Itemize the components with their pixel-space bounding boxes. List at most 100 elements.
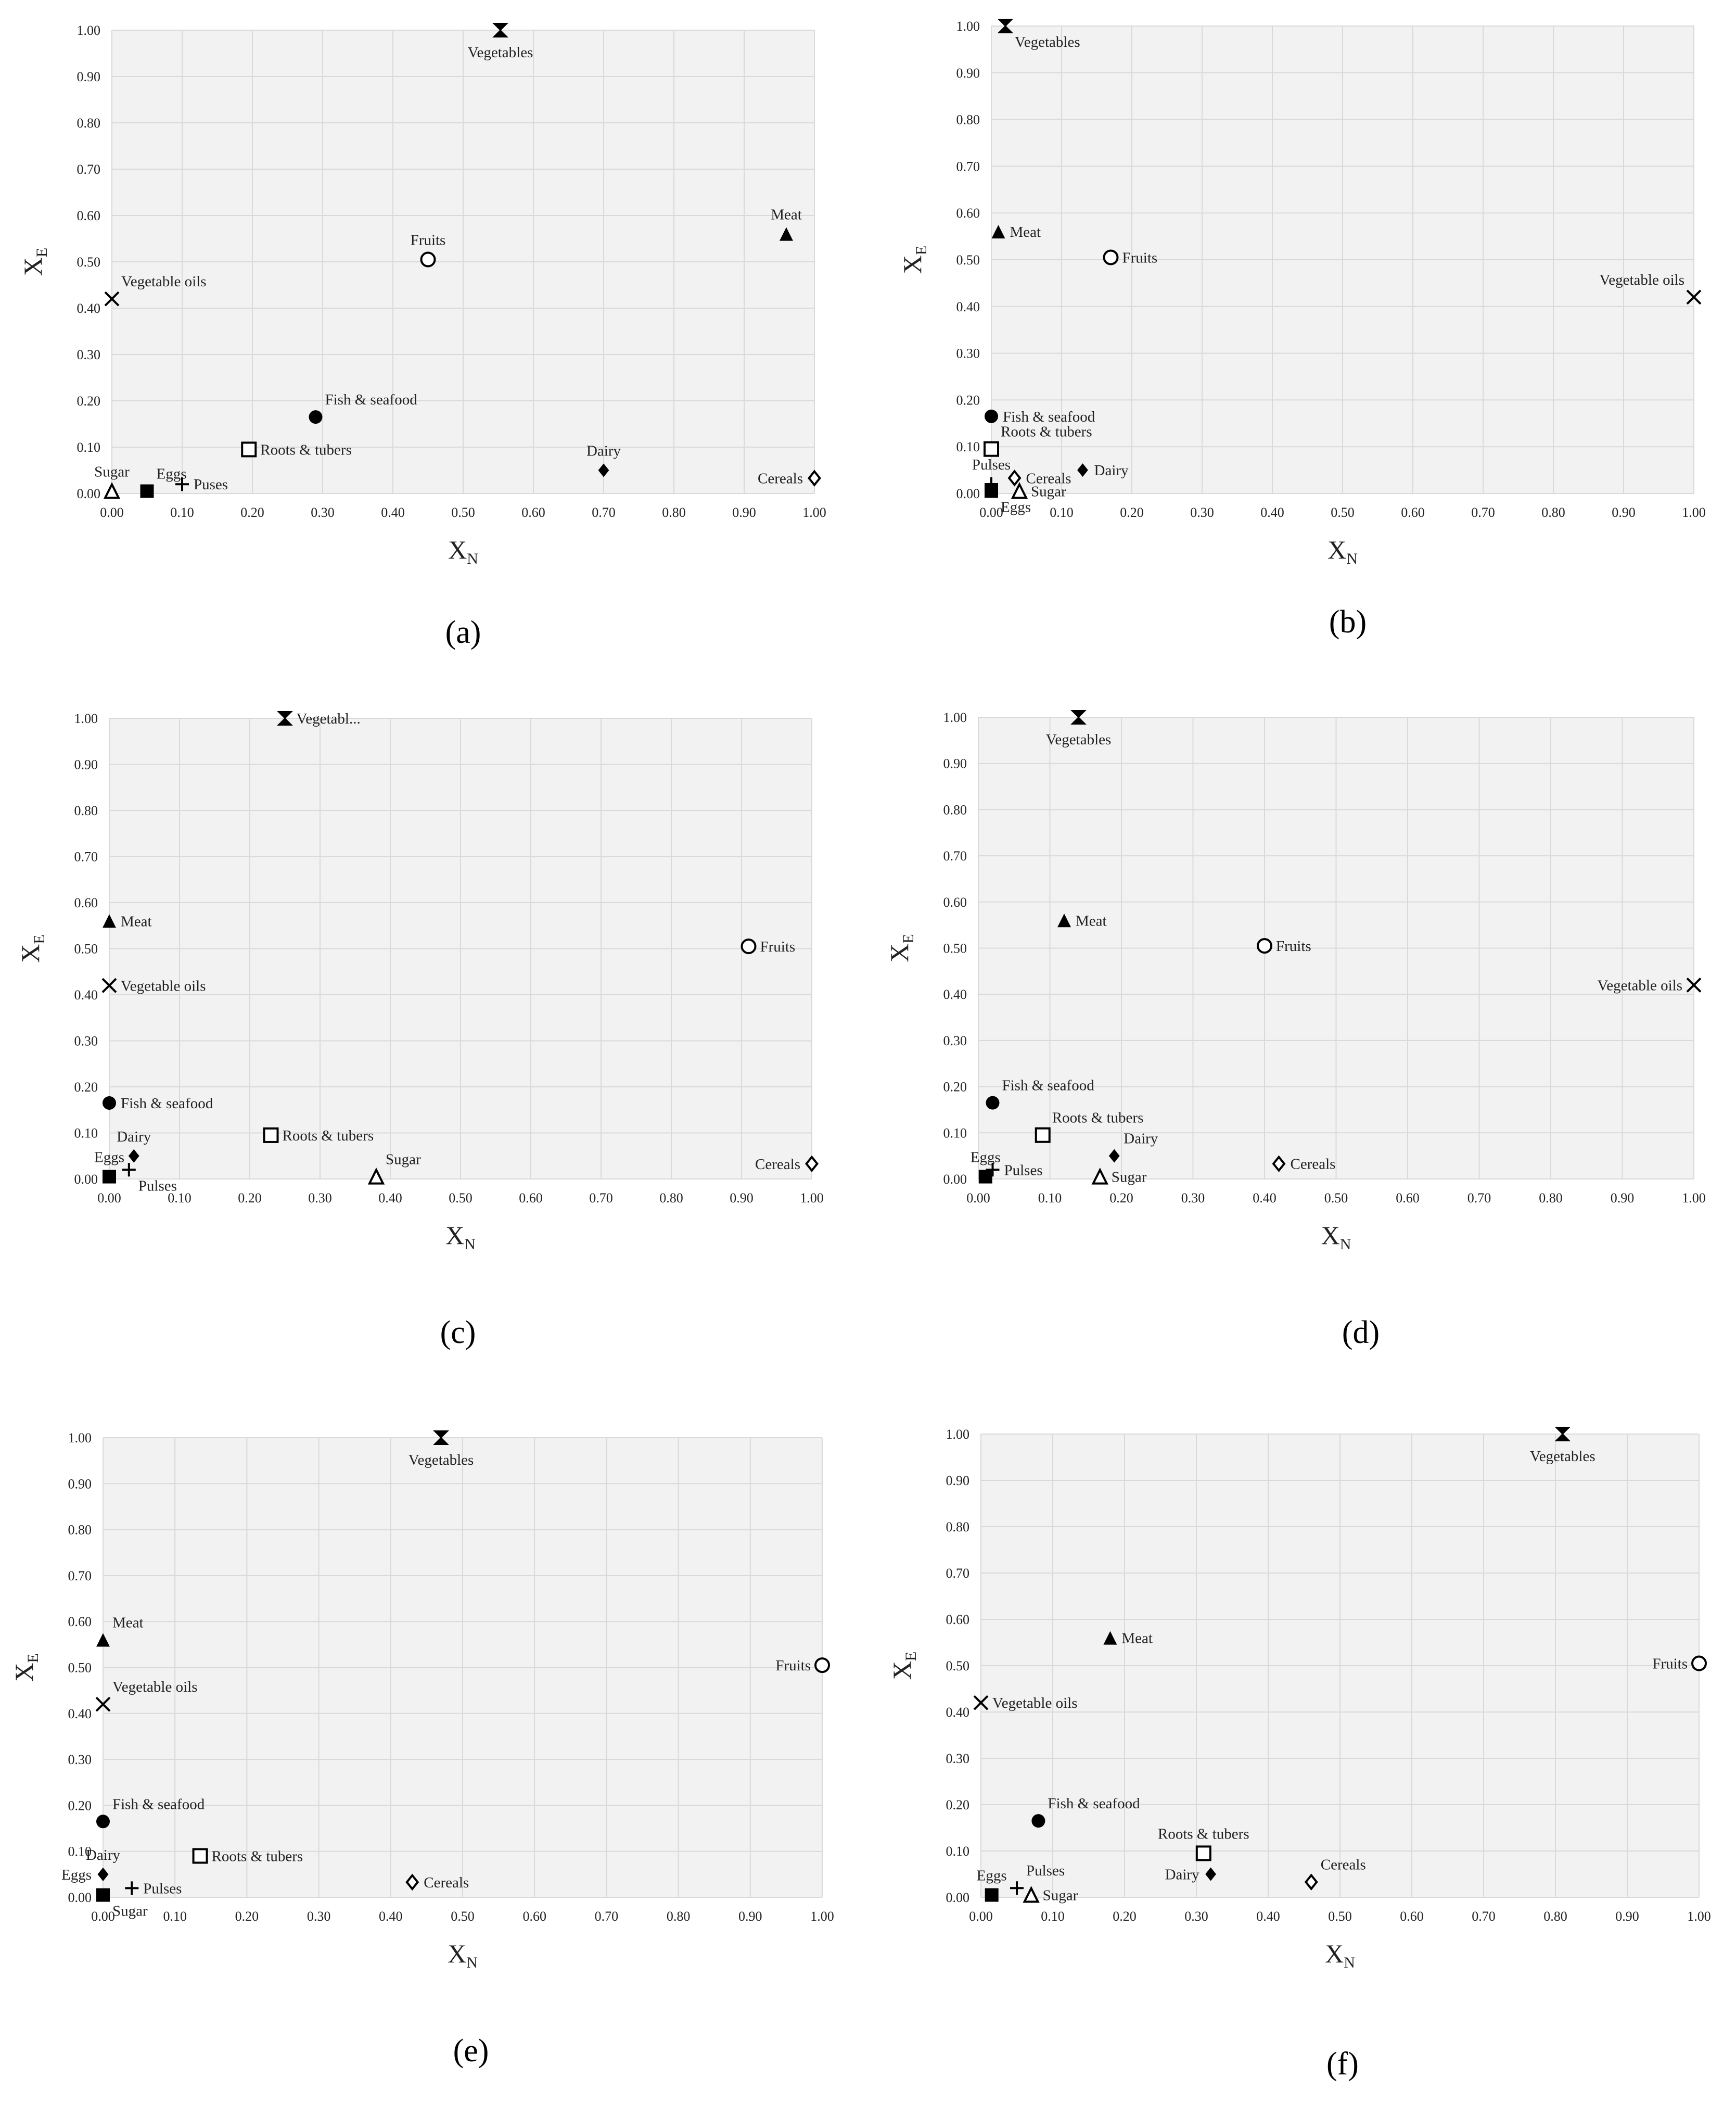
x-axis-title: XN [1327,535,1358,567]
x-tick-label: 0.60 [519,1190,543,1206]
point-label-cereals: Cereals [758,471,803,487]
y-tick-label: 0.80 [74,803,98,818]
point-label-fish-seafood: Fish & seafood [1048,1795,1140,1812]
y-tick-label: 0.00 [77,486,101,501]
point-marker-sugar [96,1888,110,1902]
point-marker-dairy [1077,463,1088,477]
point-marker-sugar [367,1168,385,1185]
point-label-fruits: Fruits [775,1657,811,1674]
point-label-cereals: Cereals [424,1874,469,1891]
point-marker-cereals [805,1155,819,1172]
point-marker-vegetables [997,19,1014,33]
x-tick-label: 0.80 [1541,505,1565,520]
x-tick-label: 0.10 [168,1190,192,1206]
point-label-fruits: Fruits [1276,938,1311,955]
point-label-eggs: Eggs [1001,499,1031,516]
chart-panel-d: 0.00 0.10 0.20 0.30 0.40 0.50 0.60 0.70 0.80 0.90… [885,710,1706,1350]
point-marker-meat [1103,1631,1117,1645]
point-marker-vegetabl [277,711,293,726]
point-label-fruits: Fruits [1652,1656,1688,1672]
point-label-roots-tubers: Roots & tubers [260,441,352,458]
y-tick-label: 0.80 [77,116,101,131]
point-marker-roots-tubers [1195,1845,1211,1861]
x-tick-label: 0.20 [1120,505,1144,520]
point-marker-sugar [1011,482,1028,499]
y-tick-label: 0.90 [74,757,98,772]
point-marker-fruits [814,1657,830,1673]
point-label-roots-tubers: Roots & tubers [283,1127,374,1144]
x-tick-label: 0.60 [1400,1909,1424,1924]
y-tick-label: 0.60 [946,1612,970,1627]
y-tick-label: 0.70 [77,162,101,177]
point-marker-vegetables [433,1430,449,1445]
point-marker-pulses [125,1881,139,1895]
x-tick-label: 0.40 [1256,1909,1280,1924]
point-marker-dairy [128,1149,139,1163]
point-marker-eggs [103,1170,116,1184]
point-marker-vegetables [492,23,508,37]
point-label-vegetable-oils: Vegetable oils [1600,272,1684,288]
point-label-fruits: Fruits [411,232,446,249]
x-tick-label: 0.40 [1260,505,1284,520]
x-tick-label: 0.80 [667,1909,691,1924]
y-tick-label: 0.30 [956,346,980,361]
y-tick-label: 0.20 [956,392,980,408]
point-marker-sugar [103,482,121,499]
point-label-vegetables: Vegetables [1530,1448,1595,1465]
y-tick-label: 0.40 [74,987,98,1003]
point-marker-vegetables [1070,710,1087,725]
x-tick-label: 0.00 [91,1909,115,1924]
x-tick-label: 0.80 [1539,1190,1563,1206]
point-marker-eggs [978,1170,992,1184]
x-tick-label: 0.00 [969,1909,993,1924]
point-label-pulses: Pulses [138,1177,177,1194]
x-tick-label: 0.60 [521,505,545,520]
point-marker-roots-tubers [192,1848,208,1864]
x-tick-label: 0.00 [100,505,124,520]
point-marker-eggs [985,484,998,498]
y-tick-label: 1.00 [68,1430,92,1445]
y-tick-label: 0.90 [956,66,980,81]
x-tick-label: 0.20 [1113,1909,1137,1924]
point-label-fish-seafood: Fish & seafood [112,1796,205,1812]
point-marker-pulses [1010,1881,1024,1895]
point-marker-fish-seafood [986,1096,1000,1110]
point-label-vegetables: Vegetables [468,44,533,61]
point-marker-eggs [97,1867,109,1881]
x-tick-label: 0.30 [1190,505,1214,520]
x-tick-label: 0.10 [170,505,194,520]
point-label-fish-seafood: Fish & seafood [121,1095,213,1112]
point-marker-fish-seafood [309,410,323,424]
point-label-roots-tubers: Roots & tubers [1052,1110,1144,1126]
point-label-vegetables: Vegetables [409,1452,474,1468]
point-label-vegetable-oils: Vegetable oils [992,1695,1077,1711]
x-tick-label: 1.00 [1687,1909,1711,1924]
point-marker-cereals [1007,470,1022,487]
point-marker-sugar [1023,1886,1040,1903]
point-marker-puses [175,477,189,491]
point-label-cereals: Cereals [1291,1156,1336,1173]
chart-panel-f: 0.00 0.10 0.20 0.30 0.40 0.50 0.60 0.70 0.80 0.90… [887,1427,1711,2082]
y-tick-label: 0.10 [74,1126,98,1141]
x-tick-label: 0.00 [97,1190,121,1206]
point-label-eggs: Eggs [61,1867,92,1883]
point-marker-eggs [985,1888,999,1902]
y-tick-label: 1.00 [943,710,967,725]
y-tick-label: 0.10 [77,440,101,455]
point-marker-roots-tubers [1035,1127,1051,1143]
point-label-cereals: Cereals [755,1156,800,1173]
y-tick-label: 0.00 [68,1890,92,1905]
point-marker-meat [780,227,793,241]
x-tick-label: 0.10 [1041,1909,1065,1924]
point-marker-dairy [1108,1149,1120,1163]
point-label-fruits: Fruits [1122,250,1158,267]
point-label-dairy: Dairy [86,1847,121,1863]
y-tick-label: 0.30 [943,1033,967,1048]
x-tick-label: 0.60 [522,1909,546,1924]
point-marker-cereals [808,470,821,487]
point-marker-meat [103,914,116,928]
chart-panel-a: 0.00 0.10 0.20 0.30 0.40 0.50 0.60 0.70 0.80 0.90… [18,23,826,650]
y-tick-label: 0.40 [956,299,980,314]
x-tick-label: 0.20 [238,1190,262,1206]
